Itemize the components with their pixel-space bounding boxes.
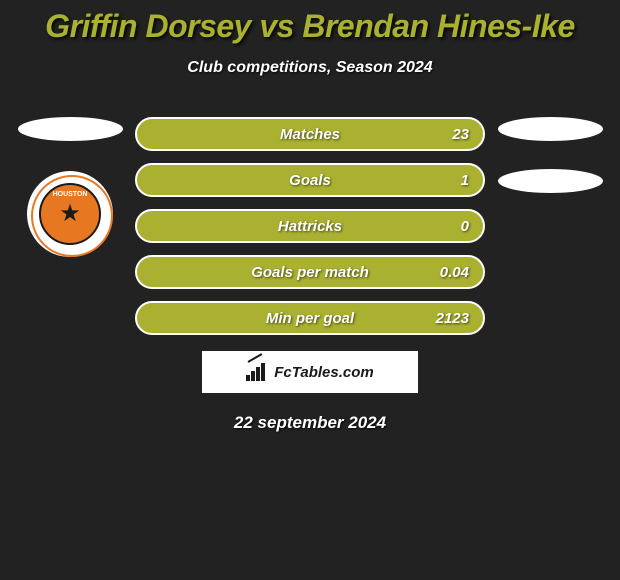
logo-text: HOUSTON <box>53 191 88 198</box>
page-container: Griffin Dorsey vs Brendan Hines-Ike Club… <box>0 0 620 433</box>
stat-value: 0.04 <box>440 264 469 281</box>
stat-label: Min per goal <box>266 310 354 327</box>
stat-label: Matches <box>280 126 340 143</box>
left-ellipse-1 <box>18 117 123 141</box>
logo-star-icon: ★ <box>59 202 81 226</box>
stat-bar-goals: Goals 1 <box>135 163 485 197</box>
left-column: HOUSTON ★ <box>15 117 125 257</box>
stat-value: 23 <box>452 126 469 143</box>
footer-date: 22 september 2024 <box>0 413 620 433</box>
stat-bar-goals-per-match: Goals per match 0.04 <box>135 255 485 289</box>
stat-value: 1 <box>461 172 469 189</box>
stat-bar-min-per-goal: Min per goal 2123 <box>135 301 485 335</box>
stats-column: Matches 23 Goals 1 Hattricks 0 Goals per… <box>135 117 485 335</box>
right-ellipse-2 <box>498 169 603 193</box>
page-subtitle: Club competitions, Season 2024 <box>0 59 620 77</box>
right-ellipse-1 <box>498 117 603 141</box>
stat-value: 2123 <box>436 310 469 327</box>
chart-icon <box>246 363 268 381</box>
stat-value: 0 <box>461 218 469 235</box>
stat-label: Goals <box>289 172 331 189</box>
brand-label: FcTables.com <box>274 364 373 381</box>
stat-bar-matches: Matches 23 <box>135 117 485 151</box>
stat-label: Hattricks <box>278 218 342 235</box>
right-column <box>495 117 605 193</box>
page-title: Griffin Dorsey vs Brendan Hines-Ike <box>0 8 620 45</box>
dynamo-logo-icon: HOUSTON ★ <box>39 183 101 245</box>
stat-bar-hattricks: Hattricks 0 <box>135 209 485 243</box>
team-logo-left: HOUSTON ★ <box>27 171 113 257</box>
stat-label: Goals per match <box>251 264 369 281</box>
brand-box[interactable]: FcTables.com <box>202 351 418 393</box>
main-row: HOUSTON ★ Matches 23 Goals 1 Hattricks 0… <box>0 117 620 335</box>
